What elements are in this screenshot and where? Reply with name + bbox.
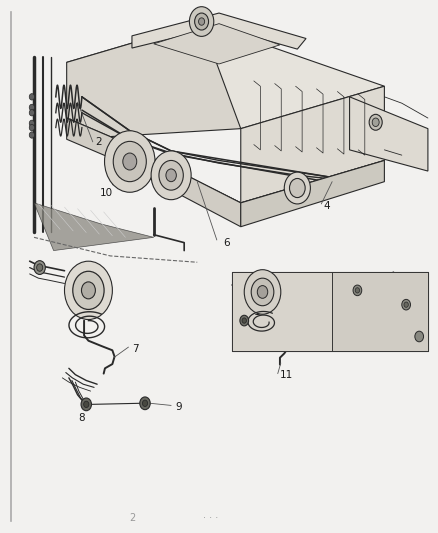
Polygon shape: [67, 118, 241, 227]
Circle shape: [105, 131, 155, 192]
Circle shape: [290, 179, 305, 198]
Circle shape: [29, 104, 35, 111]
Text: 11: 11: [280, 370, 293, 380]
Text: 6: 6: [223, 238, 230, 248]
Circle shape: [113, 141, 146, 182]
Circle shape: [372, 118, 379, 126]
Circle shape: [29, 132, 35, 138]
Circle shape: [29, 94, 35, 100]
Polygon shape: [67, 22, 241, 136]
Circle shape: [34, 261, 46, 274]
Circle shape: [159, 160, 184, 190]
Circle shape: [251, 278, 274, 306]
Polygon shape: [332, 272, 428, 351]
Polygon shape: [350, 97, 428, 171]
Circle shape: [415, 331, 424, 342]
Circle shape: [404, 302, 408, 308]
Circle shape: [73, 271, 104, 310]
Circle shape: [29, 124, 35, 131]
Text: 8: 8: [78, 413, 85, 423]
Circle shape: [257, 286, 268, 298]
Circle shape: [284, 172, 311, 204]
Text: 2: 2: [129, 513, 135, 523]
Circle shape: [194, 13, 208, 30]
Text: 7: 7: [132, 344, 138, 354]
Circle shape: [81, 282, 95, 299]
Text: 1: 1: [254, 306, 260, 317]
Circle shape: [240, 316, 249, 326]
Circle shape: [151, 151, 191, 200]
Circle shape: [189, 7, 214, 36]
Circle shape: [29, 110, 35, 116]
Polygon shape: [132, 13, 306, 49]
Circle shape: [369, 114, 382, 130]
Text: · · ·: · · ·: [203, 513, 218, 523]
Circle shape: [353, 285, 362, 296]
Circle shape: [244, 270, 281, 314]
Circle shape: [355, 288, 360, 293]
Circle shape: [402, 300, 410, 310]
Polygon shape: [232, 272, 428, 351]
Polygon shape: [154, 23, 280, 64]
Circle shape: [37, 264, 43, 271]
Circle shape: [142, 400, 148, 407]
Circle shape: [198, 18, 205, 25]
Circle shape: [166, 169, 177, 182]
Circle shape: [84, 401, 89, 408]
Circle shape: [64, 261, 113, 319]
Circle shape: [123, 153, 137, 170]
Polygon shape: [67, 22, 385, 128]
Text: 4: 4: [323, 200, 330, 211]
Text: 2: 2: [95, 137, 102, 147]
Circle shape: [81, 398, 92, 411]
Circle shape: [242, 318, 247, 323]
Polygon shape: [241, 160, 385, 227]
Text: 10: 10: [99, 188, 113, 198]
Polygon shape: [232, 272, 332, 351]
Circle shape: [140, 397, 150, 410]
Polygon shape: [34, 203, 154, 251]
Polygon shape: [241, 86, 385, 203]
Circle shape: [29, 120, 35, 126]
Text: 9: 9: [176, 402, 182, 412]
